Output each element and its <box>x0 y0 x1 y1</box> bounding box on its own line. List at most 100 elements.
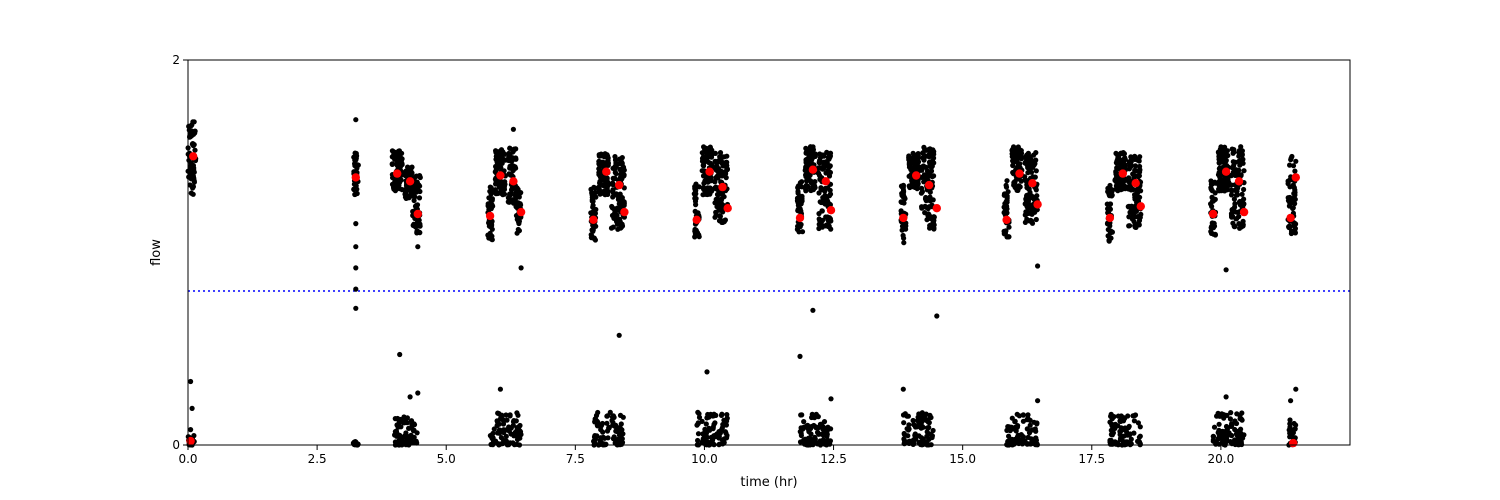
black-data-point <box>1012 419 1018 425</box>
black-data-point <box>1031 152 1037 158</box>
black-data-point <box>591 438 597 444</box>
black-data-point <box>901 436 907 442</box>
black-data-point <box>1211 424 1218 430</box>
black-data-point <box>1287 417 1293 423</box>
black-data-point <box>1027 422 1033 428</box>
red-data-point <box>808 165 818 174</box>
black-data-point <box>1135 420 1141 426</box>
black-data-point <box>496 429 502 435</box>
black-data-point <box>927 223 933 229</box>
black-data-point <box>901 240 907 246</box>
black-data-point <box>1292 168 1298 174</box>
black-data-point <box>593 194 599 200</box>
black-data-point <box>1136 220 1142 227</box>
black-data-point <box>1290 163 1297 169</box>
black-data-point <box>1026 202 1032 208</box>
black-data-point <box>706 178 712 184</box>
black-data-point <box>613 161 619 167</box>
black-data-point <box>1127 209 1133 215</box>
red-data-point <box>795 213 805 223</box>
black-data-point <box>1138 211 1144 217</box>
red-data-point <box>413 209 422 219</box>
black-data-point <box>1127 163 1133 169</box>
black-data-point <box>394 422 400 428</box>
black-data-point <box>1291 420 1297 427</box>
black-data-point <box>926 171 933 177</box>
black-data-point <box>724 435 730 441</box>
black-data-point <box>810 439 816 445</box>
black-data-point <box>613 171 619 177</box>
black-data-point <box>1208 185 1214 191</box>
black-data-point <box>1108 413 1114 419</box>
black-data-point <box>1004 178 1010 184</box>
black-data-point <box>920 439 926 445</box>
black-data-point <box>1241 186 1247 193</box>
black-data-point <box>797 224 803 230</box>
black-data-point <box>802 185 808 191</box>
black-data-point <box>799 412 805 418</box>
black-data-point <box>1215 430 1221 436</box>
black-data-point <box>1014 176 1020 182</box>
black-data-point <box>397 351 403 358</box>
black-data-point <box>703 173 709 180</box>
black-data-point <box>1024 441 1030 447</box>
black-data-point <box>404 415 410 421</box>
black-data-point <box>796 229 802 235</box>
black-data-point <box>701 180 707 186</box>
black-data-point <box>1223 267 1229 273</box>
black-data-point <box>506 199 512 205</box>
black-data-point <box>1239 191 1245 197</box>
black-data-point <box>721 440 727 446</box>
black-data-point <box>503 412 509 418</box>
black-data-point <box>1132 224 1138 230</box>
black-data-point <box>695 420 701 426</box>
black-data-point <box>915 153 921 159</box>
black-data-point <box>924 439 930 445</box>
black-data-point <box>413 438 419 444</box>
black-data-point <box>710 413 716 419</box>
black-data-point <box>1231 163 1237 169</box>
black-data-point <box>405 195 411 201</box>
black-data-point <box>908 160 914 166</box>
black-data-point <box>827 191 834 197</box>
black-data-point <box>514 230 520 236</box>
black-data-point <box>1125 204 1131 210</box>
black-data-point <box>827 187 833 193</box>
black-data-point <box>1007 428 1013 434</box>
black-data-point <box>1118 164 1124 170</box>
black-data-point <box>1239 410 1245 416</box>
red-data-point <box>705 167 714 176</box>
black-data-point <box>1112 421 1118 427</box>
black-data-point <box>511 147 517 153</box>
black-data-point <box>1214 413 1220 419</box>
black-data-point <box>1212 190 1218 196</box>
black-data-point <box>604 413 611 419</box>
black-data-point <box>353 221 359 227</box>
black-data-point <box>804 164 811 170</box>
black-data-point <box>1126 424 1132 431</box>
red-data-point <box>899 213 908 223</box>
black-data-point <box>390 148 396 154</box>
black-data-point <box>514 185 520 191</box>
black-data-point <box>1137 163 1143 170</box>
black-data-point <box>1107 206 1113 212</box>
black-data-point <box>797 353 803 359</box>
black-data-point <box>604 183 610 189</box>
black-data-point <box>495 156 501 162</box>
black-data-point <box>1216 186 1222 192</box>
red-data-point <box>351 173 360 182</box>
black-data-point <box>1112 176 1118 183</box>
black-data-point <box>931 225 937 231</box>
black-data-point <box>1229 422 1235 428</box>
black-data-point <box>487 195 493 201</box>
black-data-point <box>822 441 828 447</box>
black-data-point <box>1229 207 1235 213</box>
black-data-point <box>507 145 513 151</box>
red-data-point <box>1015 169 1024 178</box>
black-data-point <box>1287 200 1293 206</box>
black-data-point <box>1026 159 1033 165</box>
black-data-point <box>1224 148 1230 154</box>
black-data-point <box>610 189 616 195</box>
black-data-point <box>925 205 931 212</box>
